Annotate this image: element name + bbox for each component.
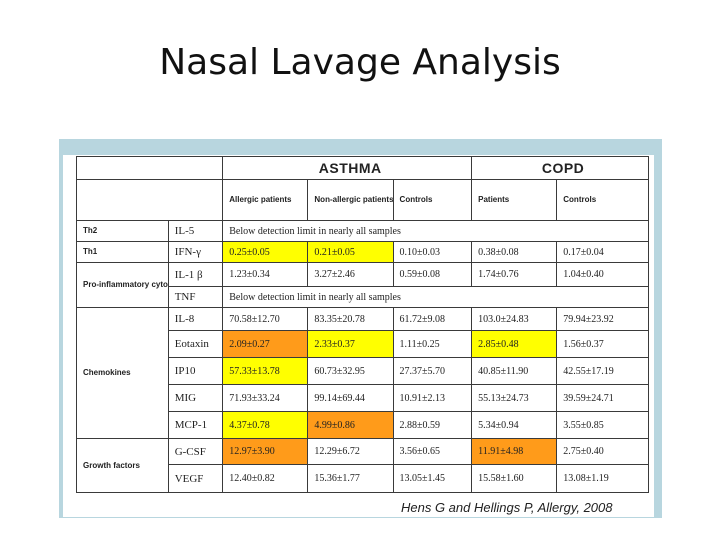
table-row-il5: Th2 IL-5 Below detection limit in nearly…: [76, 220, 649, 242]
value-cell: 4.99±0.86: [307, 411, 394, 439]
value-cell: 5.34±0.94: [471, 411, 558, 439]
table-row-il1-beta: Pro-inflammatory cytokines IL-1 β 1.23±0…: [76, 262, 649, 308]
value-cell: 15.36±1.77: [307, 464, 394, 493]
category-th2: Th2: [76, 220, 169, 242]
value-cell: 3.27±2.46: [307, 262, 394, 287]
value-cell: 70.58±12.70: [222, 307, 309, 331]
value-cell: 55.13±24.73: [471, 384, 558, 412]
col-allergic-patients: Allergic patients: [222, 179, 309, 221]
asthma-group-header: ASTHMA: [222, 156, 473, 180]
table-row-eotaxin: Eotaxin 2.09±0.27 2.33±0.37 1.11±0.25 2.…: [77, 330, 649, 358]
table-row-il8: Chemokines IL-8 70.58±12.70 83.35±20.78 …: [76, 307, 649, 439]
value-cell: 83.35±20.78: [307, 307, 394, 331]
value-cell: 71.93±33.24: [222, 384, 309, 412]
value-cell: 2.09±0.27: [222, 330, 309, 358]
table-row-mcp1: MCP-1 4.37±0.78 4.99±0.86 2.88±0.59 5.34…: [77, 411, 649, 439]
value-cell: 2.85±0.48: [471, 330, 558, 358]
category-th1: Th1: [76, 241, 169, 263]
value-cell: 4.37±0.78: [222, 411, 309, 439]
value-cell: 1.04±0.40: [556, 262, 649, 287]
corner-cell: [75, 179, 224, 221]
value-cell: 42.55±17.19: [556, 357, 649, 385]
value-cell: 12.40±0.82: [222, 464, 309, 493]
marker-il5: IL-5: [167, 220, 224, 242]
slide-title: Nasal Lavage Analysis: [159, 42, 561, 83]
group-header-row: ASTHMA COPD: [75, 156, 649, 180]
value-cell: 12.97±3.90: [222, 438, 309, 465]
table-row-ip10: IP10 57.33±13.78 60.73±32.95 27.37±5.70 …: [77, 357, 649, 385]
value-cell: 1.74±0.76: [471, 262, 558, 287]
value-cell: 0.38±0.08: [471, 241, 558, 263]
col-asthma-controls: Controls: [392, 179, 473, 221]
copd-group-header: COPD: [471, 156, 649, 180]
value-cell: 13.05±1.45: [392, 464, 473, 493]
corner-cell: [75, 156, 224, 180]
value-cell: 0.25±0.05: [222, 241, 309, 263]
value-cell: 0.59±0.08: [392, 262, 473, 287]
col-copd-controls: Controls: [556, 179, 649, 221]
value-cell: 0.10±0.03: [392, 241, 473, 263]
marker-gcsf: G-CSF: [167, 438, 224, 465]
table-row-ifn-gamma: Th1 IFN-γ 0.25±0.05 0.21±0.05 0.10±0.03 …: [76, 241, 649, 263]
marker-ip10: IP10: [167, 357, 224, 385]
marker-il1-beta: IL-1 β: [167, 262, 224, 287]
value-cell: 2.33±0.37: [307, 330, 394, 358]
category-pro-inflammatory: Pro-inflammatory cytokines: [76, 262, 169, 308]
category-chemokines: Chemokines: [76, 307, 169, 439]
value-cell: 61.72±9.08: [392, 307, 473, 331]
value-cell: 40.85±11.90: [471, 357, 558, 385]
below-detection-note: Below detection limit in nearly all samp…: [222, 286, 649, 308]
value-cell: 10.91±2.13: [392, 384, 473, 412]
value-cell: 3.56±0.65: [392, 438, 473, 465]
subgroup-header-row: Allergic patients Non-allergic patients …: [75, 179, 649, 221]
value-cell: 0.17±0.04: [556, 241, 649, 263]
value-cell: 3.55±0.85: [556, 411, 649, 439]
value-cell: 27.37±5.70: [392, 357, 473, 385]
value-cell: 0.21±0.05: [307, 241, 394, 263]
cytokine-table: ASTHMA COPD Allergic patients Non-allerg…: [75, 156, 649, 493]
marker-vegf: VEGF: [167, 464, 224, 493]
category-growth-factors: Growth factors: [76, 438, 169, 493]
table-row-vegf: VEGF 12.40±0.82 15.36±1.77 13.05±1.45 15…: [77, 464, 649, 493]
value-cell: 12.29±6.72: [307, 438, 394, 465]
value-cell: 60.73±32.95: [307, 357, 394, 385]
value-cell: 1.11±0.25: [392, 330, 473, 358]
marker-ifn-gamma: IFN-γ: [167, 241, 224, 263]
value-cell: 99.14±69.44: [307, 384, 394, 412]
col-copd-patients: Patients: [471, 179, 558, 221]
value-cell: 57.33±13.78: [222, 357, 309, 385]
value-cell: 1.56±0.37: [556, 330, 649, 358]
value-cell: 103.0±24.83: [471, 307, 558, 331]
value-cell: 13.08±1.19: [556, 464, 649, 493]
below-detection-note: Below detection limit in nearly all samp…: [222, 220, 649, 242]
col-non-allergic-patients: Non-allergic patients: [307, 179, 394, 221]
value-cell: 2.75±0.40: [556, 438, 649, 465]
source-citation: Hens G and Hellings P, Allergy, 2008: [401, 500, 613, 515]
marker-mcp1: MCP-1: [167, 411, 224, 439]
value-cell: 79.94±23.92: [556, 307, 649, 331]
marker-eotaxin: Eotaxin: [167, 330, 224, 358]
value-cell: 39.59±24.71: [556, 384, 649, 412]
value-cell: 2.88±0.59: [392, 411, 473, 439]
value-cell: 11.91±4.98: [471, 438, 558, 465]
table-row-mig: MIG 71.93±33.24 99.14±69.44 10.91±2.13 5…: [77, 384, 649, 412]
table-row-gcsf: Growth factors G-CSF 12.97±3.90 12.29±6.…: [76, 438, 649, 493]
value-cell: 1.23±0.34: [222, 262, 309, 287]
marker-mig: MIG: [167, 384, 224, 412]
marker-tnf: TNF: [167, 286, 224, 308]
value-cell: 15.58±1.60: [471, 464, 558, 493]
table-row-tnf: TNF Below detection limit in nearly all …: [77, 286, 649, 308]
marker-il8: IL-8: [167, 307, 224, 331]
